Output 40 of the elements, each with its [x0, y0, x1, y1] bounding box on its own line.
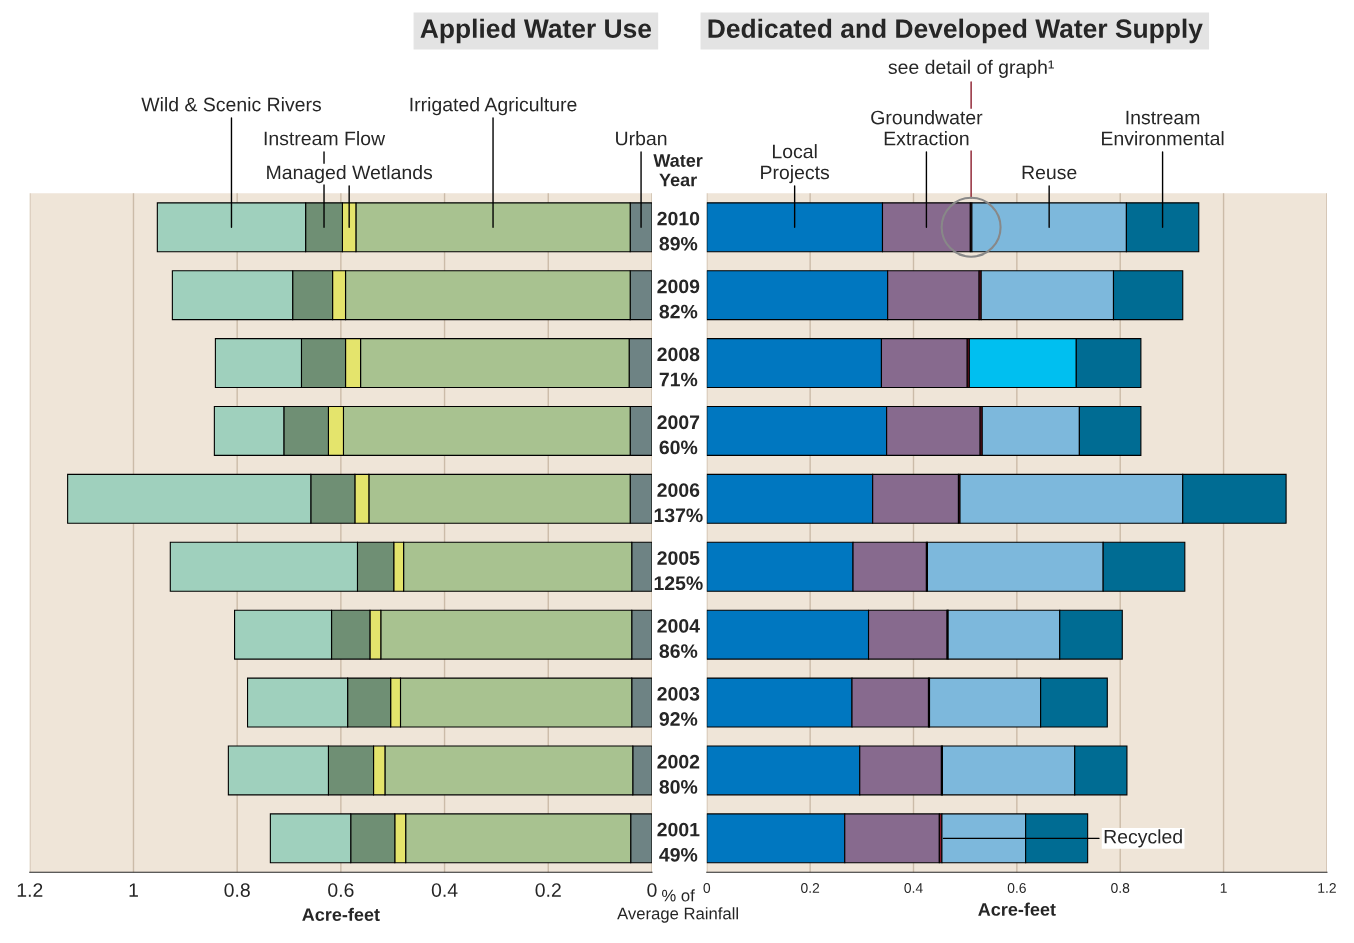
y-tick-label: 2008 71%	[657, 347, 700, 387]
text: Urban	[616, 131, 667, 146]
text: Groundwater Extraction	[871, 110, 983, 146]
x-tick-label: 0.2	[801, 883, 820, 893]
y-tick-label: 2006 137%	[654, 483, 703, 523]
y-tick-label: 2001 49%	[657, 822, 700, 862]
x-tick-label: 0.8	[224, 883, 250, 897]
y-tick-label: 2007 60%	[657, 415, 700, 455]
chart-title: Applied Water Use	[420, 18, 652, 44]
x-tick-label: 0.6	[328, 883, 354, 897]
x-tick-label: 1.2	[1318, 883, 1336, 893]
x-tick-label: 0.2	[535, 883, 561, 897]
y-tick-label: 2002 80%	[657, 754, 700, 794]
text: Instream Environmental	[1102, 110, 1224, 146]
x-tick-label: 0.6	[1007, 883, 1026, 893]
text: Water Year	[653, 154, 703, 187]
chart-title: Dedicated and Developed Water Supply	[708, 18, 1203, 44]
series-label: Reuse	[1022, 165, 1077, 180]
x-tick-label: 0.4	[431, 883, 458, 897]
x-tick-label: 1.2	[17, 883, 43, 897]
x-tick-label: 1	[1220, 883, 1227, 893]
x-tick-label: 1	[129, 883, 138, 897]
y-tick-label: 2004 86%	[657, 619, 700, 658]
y-tick-label: 2010 89%	[657, 211, 700, 251]
y-tick-label: 2003 92%	[657, 686, 700, 726]
text: Irrigated Agriculture	[410, 97, 577, 116]
y-tick-label: 2009 82%	[657, 279, 700, 319]
text: see detail of graph¹	[888, 59, 1054, 78]
x-tick-label: 0.4	[904, 883, 923, 893]
x-tick-label: 0.8	[1111, 883, 1130, 893]
y-tick-label: 2005 125%	[654, 551, 703, 591]
series-label: Local Projects	[761, 144, 830, 184]
text: Recycled	[1104, 829, 1182, 848]
x-axis-title: Acre-feet	[302, 907, 380, 922]
text: Wild & Scenic Rivers	[141, 97, 321, 112]
x-axis-title: Acre-feet	[978, 902, 1056, 916]
text: Instream Flow	[264, 131, 386, 146]
x-tick-label: 0	[703, 883, 711, 893]
series-label: Managed Wetlands	[267, 165, 433, 184]
x-tick-label: 0	[647, 883, 657, 897]
